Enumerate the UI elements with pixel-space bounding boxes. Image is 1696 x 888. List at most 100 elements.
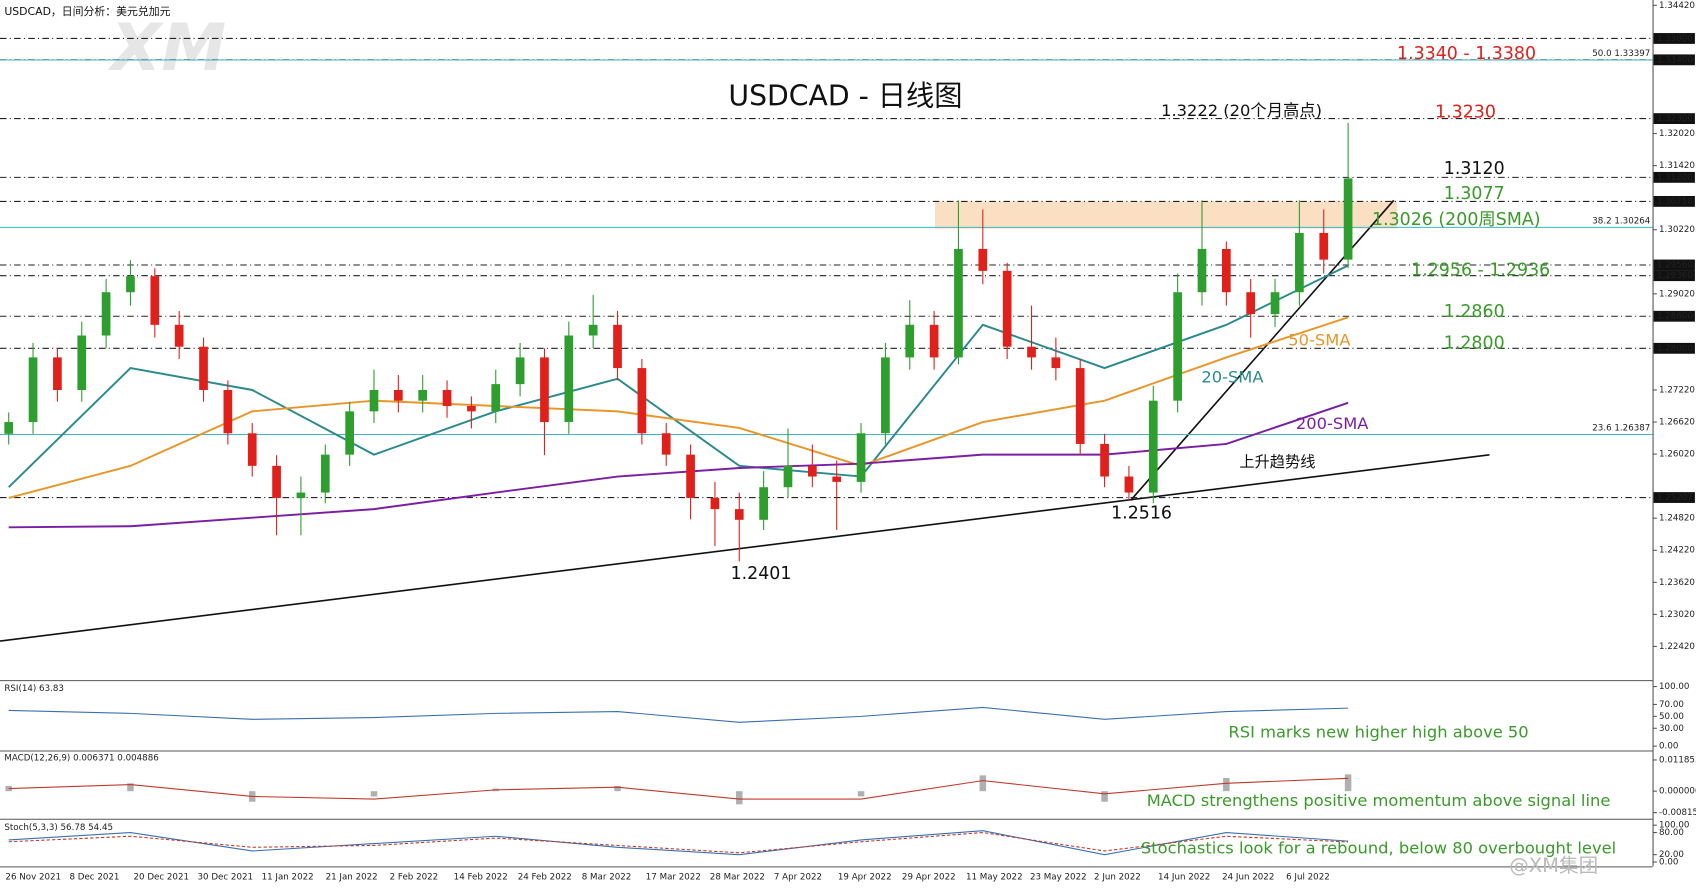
x-tick-label: 14 Feb 2022 xyxy=(454,873,508,883)
annotation: 1.2401 xyxy=(731,564,792,584)
fib-label: 38.2 1.30264 xyxy=(1592,216,1651,226)
candle-body xyxy=(491,384,501,412)
x-tick-label: 23 May 2022 xyxy=(1030,873,1087,883)
annotation: 1.2800 xyxy=(1444,333,1505,353)
candle-body xyxy=(28,357,38,423)
level-box xyxy=(1653,171,1695,183)
candle-body xyxy=(393,389,403,401)
y-tick-label: 1.24820 xyxy=(1659,514,1695,524)
candle-body xyxy=(613,324,622,369)
annotation: 1.3120 xyxy=(1444,159,1505,179)
candle-body xyxy=(637,368,647,434)
y-tick-label: 80.00 xyxy=(1659,828,1684,838)
candle-body xyxy=(1002,270,1012,347)
candle-body xyxy=(272,465,281,498)
sma-line xyxy=(8,401,1349,529)
candle-body xyxy=(881,357,890,434)
candle-body xyxy=(126,276,135,293)
level-label: 1.32300 xyxy=(1657,114,1693,124)
histogram-bar xyxy=(370,791,378,797)
annotation: 1.3222 (20个月高点) xyxy=(1161,101,1322,120)
x-tick-label: 7 Apr 2022 xyxy=(774,873,822,883)
x-tick-label: 14 Jun 2022 xyxy=(1158,873,1210,883)
annotation: 1.3077 xyxy=(1444,184,1505,204)
x-tick-label: 2 Feb 2022 xyxy=(390,873,439,883)
y-tick-label: 1.24220 xyxy=(1659,546,1695,556)
chart-title: USDCAD - 日线图 xyxy=(728,79,962,112)
level-label: 1.25207 xyxy=(1657,493,1693,503)
level-box xyxy=(1653,33,1695,44)
x-tick-label: 28 Mar 2022 xyxy=(710,873,765,883)
header: USDCAD，日间分析：美元兑加元 xyxy=(4,4,170,18)
x-tick-label: 2 Jun 2022 xyxy=(1094,873,1141,883)
y-tick-label: 30.00 xyxy=(1659,724,1684,734)
candle-body xyxy=(588,324,598,336)
candle-body xyxy=(320,454,330,493)
candle-body xyxy=(345,411,354,455)
y-tick-label: 70.00 xyxy=(1659,700,1684,710)
y-tick-label: 100.00 xyxy=(1659,682,1689,692)
level-box xyxy=(1653,310,1695,322)
indicator-line xyxy=(8,777,1349,800)
candle-body xyxy=(515,357,525,385)
candle-body xyxy=(1173,292,1182,401)
candle-body xyxy=(1246,292,1256,315)
y-tick-label: 1.27220 xyxy=(1659,385,1695,395)
candle-body xyxy=(564,335,574,423)
level-label: 1.33400 xyxy=(1657,55,1693,65)
y-tick-label: -0.008153 xyxy=(1659,808,1696,818)
annotation: 1.2860 xyxy=(1444,302,1505,322)
y-tick-label: 1.29020 xyxy=(1659,289,1695,299)
candle-body xyxy=(734,509,744,520)
candle-body xyxy=(1027,346,1036,358)
candle-body xyxy=(1100,443,1109,477)
resistance-zone xyxy=(934,201,1398,229)
candle-body xyxy=(856,433,866,482)
x-tick-label: 11 Jan 2022 xyxy=(262,873,314,883)
sma-label: 20-SMA xyxy=(1201,367,1263,386)
candle-body xyxy=(905,324,915,358)
trendline xyxy=(0,454,1490,642)
candle-body xyxy=(1221,248,1231,293)
histogram-bar xyxy=(127,783,134,792)
candle-body xyxy=(1051,357,1061,369)
candle-body xyxy=(223,389,233,434)
x-tick-label: 20 Dec 2021 xyxy=(134,873,190,883)
x-tick-label: 26 Nov 2021 xyxy=(5,873,61,883)
histogram-bar xyxy=(5,785,12,792)
x-tick-label: 29 Apr 2022 xyxy=(902,873,956,883)
sma-label: 50-SMA xyxy=(1288,331,1350,350)
logo: XM xyxy=(107,11,226,86)
histogram-bar xyxy=(979,775,987,792)
candle-body xyxy=(150,276,160,325)
candle-body xyxy=(832,476,842,482)
y-tick-label: 50.00 xyxy=(1659,712,1684,722)
candle-body xyxy=(174,324,184,347)
candle-body xyxy=(418,389,428,401)
annotation: 1.3340 - 1.3380 xyxy=(1397,44,1536,64)
y-tick-label: 0.00 xyxy=(1659,742,1678,752)
candle-body xyxy=(1295,232,1304,293)
candle-body xyxy=(1319,232,1329,260)
candle-body xyxy=(1124,476,1134,493)
candle-body xyxy=(1075,368,1085,444)
level-label: 1.29560 xyxy=(1657,260,1693,270)
histogram-bar xyxy=(614,785,621,792)
x-tick-label: 11 May 2022 xyxy=(966,873,1023,883)
x-tick-label: 17 Mar 2022 xyxy=(646,873,701,883)
candle-body xyxy=(1148,400,1158,493)
sma-label: 200-SMA xyxy=(1296,414,1369,433)
histogram-bar xyxy=(1344,774,1352,792)
histogram-bar xyxy=(736,791,743,805)
y-tick-label: 100.00 xyxy=(1659,821,1689,831)
indicator-label: RSI(14) 63.83 xyxy=(4,684,64,694)
candle-body xyxy=(1343,178,1353,260)
annotation: 1.2956 - 1.2936 xyxy=(1411,261,1550,281)
watermark: @XM集团 xyxy=(1509,854,1598,877)
level-label: 1.28000 xyxy=(1657,344,1693,354)
candle-body xyxy=(53,357,62,390)
level-label: 1.29360 xyxy=(1657,271,1693,281)
level-box xyxy=(1653,270,1695,282)
indicator-line xyxy=(8,830,1349,856)
